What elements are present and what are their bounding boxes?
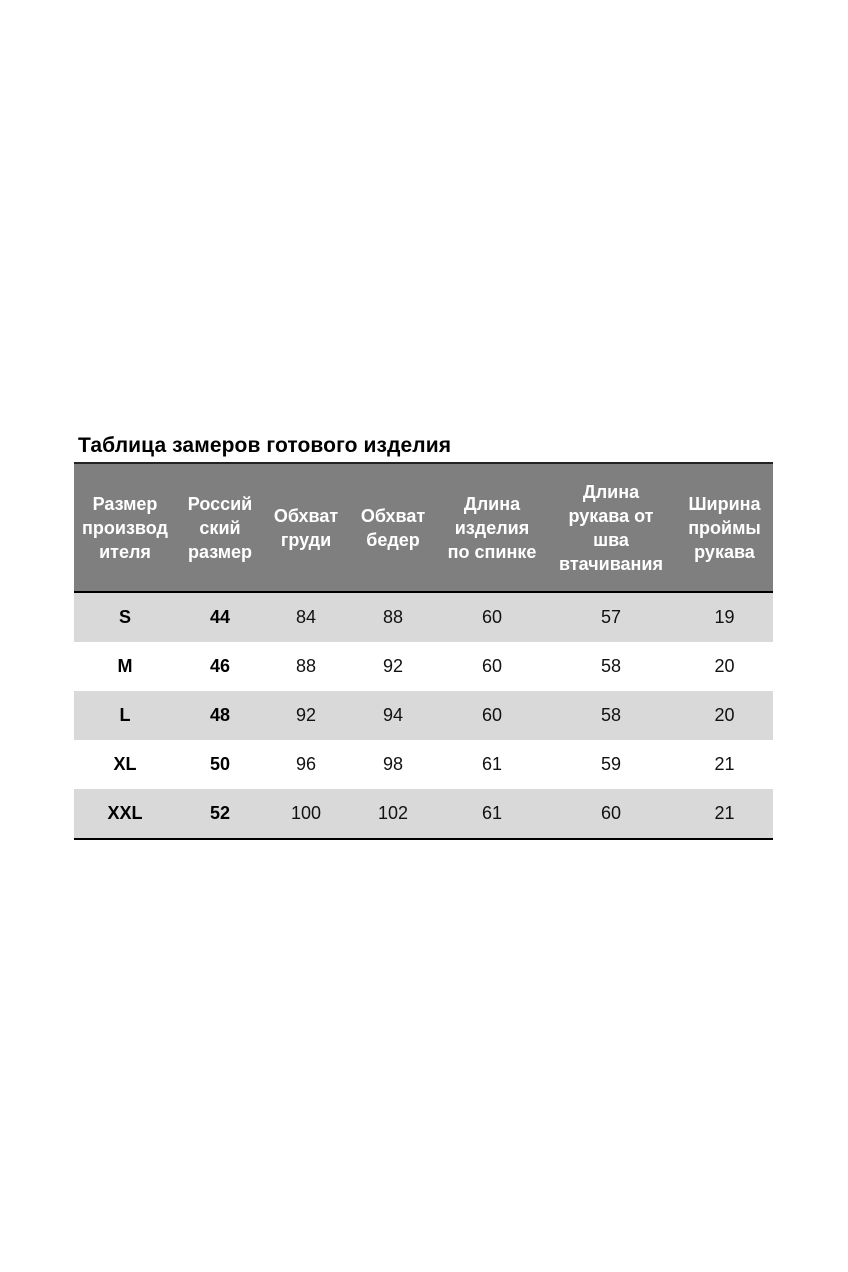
measure-cell: 58 <box>546 691 676 740</box>
table-row: XL 50 96 98 61 59 21 <box>74 740 773 789</box>
column-header-line: Обхват <box>273 505 339 526</box>
table-row: XXL 52 100 102 61 60 21 <box>74 789 773 840</box>
measure-cell: 88 <box>348 592 438 642</box>
column-header: Длина рукава от шва втачивания <box>546 462 676 593</box>
table-row: M 46 88 92 60 58 20 <box>74 642 773 691</box>
column-header-line: проймы <box>688 517 761 538</box>
size-cell: S <box>74 592 176 642</box>
column-header-line: бедер <box>366 529 420 550</box>
table-row: L 48 92 94 60 58 20 <box>74 691 773 740</box>
column-header-line: груди <box>280 529 332 550</box>
ru-size-cell: 50 <box>209 754 231 774</box>
column-header-line: производ <box>82 517 168 538</box>
column-header-line: Длина <box>582 481 640 502</box>
ru-size-cell: 46 <box>209 656 231 676</box>
measure-cell: 94 <box>348 691 438 740</box>
column-header: Ширина проймы рукава <box>676 462 773 593</box>
measure-cell: 60 <box>481 656 503 676</box>
column-header-line: ителя <box>99 541 151 562</box>
measure-cell: 100 <box>264 789 348 840</box>
measure-cell: 21 <box>714 754 735 774</box>
measure-cell: 98 <box>382 754 404 774</box>
measure-cell: 60 <box>438 691 546 740</box>
measure-cell: 88 <box>295 656 317 676</box>
measure-cell: 21 <box>676 789 773 840</box>
measure-cell: 57 <box>546 592 676 642</box>
ru-size-cell: 48 <box>176 691 264 740</box>
measure-cell: 84 <box>264 592 348 642</box>
size-cell: L <box>74 691 176 740</box>
measure-cell: 102 <box>348 789 438 840</box>
column-header-line: рукава <box>694 541 755 562</box>
measure-cell: 61 <box>481 754 503 774</box>
table-row: S 44 84 88 60 57 19 <box>74 592 773 642</box>
column-header-line: Обхват <box>360 505 426 526</box>
measure-cell: 19 <box>676 592 773 642</box>
header-row: Размер производ ителя Россий ский размер Обхва… <box>74 462 773 593</box>
measure-cell: 96 <box>295 754 317 774</box>
column-header: Длина изделия по спинке <box>438 462 546 593</box>
table-title: Таблица замеров готового изделия <box>78 434 452 457</box>
column-header-line: втачивания <box>558 553 663 574</box>
column-header: Россий ский размер <box>176 462 264 593</box>
column-header-line: ский <box>199 517 241 538</box>
size-cell: M <box>117 656 133 676</box>
measure-cell: 92 <box>264 691 348 740</box>
column-header-line: Россий <box>187 493 253 514</box>
measure-cell: 20 <box>676 691 773 740</box>
column-header-line: Ширина <box>688 493 761 514</box>
measure-cell: 61 <box>438 789 546 840</box>
column-header: Обхват бедер <box>348 462 438 593</box>
measure-cell: 60 <box>438 592 546 642</box>
ru-size-cell: 44 <box>176 592 264 642</box>
column-header: Обхват груди <box>264 462 348 593</box>
column-header: Размер производ ителя <box>74 462 176 593</box>
measure-cell: 92 <box>382 656 404 676</box>
column-header-line: по спинке <box>447 541 537 562</box>
measure-cell: 59 <box>600 754 622 774</box>
ru-size-cell: 52 <box>176 789 264 840</box>
size-cell: XL <box>113 754 137 774</box>
size-table: Размер производ ителя Россий ский размер Обхва… <box>74 462 773 840</box>
column-header-line: размер <box>187 541 253 562</box>
column-header-line: Размер <box>92 493 158 514</box>
measure-cell: 20 <box>714 656 735 676</box>
column-header-line: шва <box>593 529 629 550</box>
column-header-line: изделия <box>454 517 530 538</box>
measure-cell: 58 <box>600 656 622 676</box>
measure-cell: 60 <box>546 789 676 840</box>
column-header-line: рукава от <box>568 505 654 526</box>
column-header-line: Длина <box>463 493 521 514</box>
size-cell: XXL <box>74 789 176 840</box>
